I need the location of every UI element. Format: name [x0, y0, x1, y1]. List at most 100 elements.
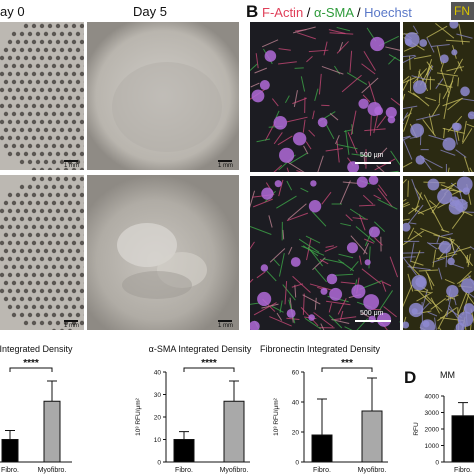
nucleus-cluster: [453, 122, 462, 132]
pattern-dot: [11, 127, 17, 133]
fiber: [369, 115, 372, 136]
pattern-dot: [67, 31, 73, 37]
pattern-dot: [35, 232, 41, 238]
y-tick-label: 40: [292, 400, 300, 407]
pattern-dot: [43, 280, 49, 286]
fiber: [403, 201, 409, 206]
fiber: [431, 209, 444, 232]
fiber: [276, 195, 297, 209]
fiber: [440, 149, 456, 156]
bar: [451, 415, 474, 463]
pattern-dot: [71, 272, 77, 278]
nucleus-cluster: [403, 222, 411, 232]
y-tick-label: 1000: [425, 443, 440, 450]
bar-chart-0: Integrated Density Fibro. Myofibro. ****: [0, 344, 73, 474]
fiber: [416, 288, 432, 305]
fiber: [457, 290, 468, 315]
fiber: [302, 119, 306, 133]
nucleus-cluster: [329, 287, 343, 301]
pattern-dot: [71, 176, 77, 182]
legend-factin: F-Actin: [262, 5, 304, 20]
fiber: [252, 198, 273, 208]
pattern-dot: [11, 63, 17, 69]
pattern-dot: [51, 79, 57, 85]
fiber: [302, 294, 321, 305]
fiber: [277, 135, 293, 146]
fiber: [336, 143, 358, 150]
pattern-dot: [52, 328, 56, 330]
pattern-dot: [51, 143, 57, 149]
fiber: [294, 284, 297, 298]
pattern-dot: [47, 208, 53, 214]
pattern-dot: [51, 248, 57, 254]
fiber: [390, 150, 400, 166]
fiber: [279, 300, 283, 313]
pattern-dot: [75, 216, 81, 222]
fiber: [286, 212, 309, 222]
pattern-dot: [43, 143, 49, 149]
fiber: [364, 238, 374, 244]
fiber: [374, 158, 396, 171]
pattern-dot: [47, 240, 53, 246]
fiber: [373, 221, 386, 232]
fiber: [469, 167, 473, 172]
day5-label: Day 5: [133, 4, 167, 19]
pattern-dot: [51, 95, 57, 101]
fiber: [409, 55, 411, 70]
pattern-dot: [43, 296, 49, 302]
pattern-dot: [11, 200, 17, 206]
fiber: [469, 324, 472, 330]
pattern-dot: [11, 248, 17, 254]
nucleus-cluster: [264, 50, 277, 62]
pattern-dot: [47, 87, 53, 93]
fiber: [445, 294, 459, 301]
pattern-dot: [51, 111, 57, 117]
pattern-dot: [31, 23, 37, 29]
pattern-dot: [75, 280, 81, 286]
pattern-dot: [31, 167, 37, 170]
pattern-dot: [71, 224, 77, 230]
pattern-dot: [59, 95, 65, 101]
fiber: [361, 268, 382, 285]
fiber: [377, 187, 393, 208]
pattern-dot: [0, 119, 5, 125]
bar: [43, 400, 61, 463]
scale-bar-label: 1 mm: [64, 163, 79, 169]
pattern-dot: [63, 71, 69, 77]
pattern-dot: [23, 224, 29, 230]
y-tick-label: 30: [154, 392, 162, 399]
fiber: [275, 110, 280, 119]
scale-bar-label: 1 mm: [218, 163, 233, 169]
fiber: [271, 98, 279, 107]
pattern-dot: [75, 200, 81, 206]
pattern-dot: [59, 111, 65, 117]
pattern-dot: [55, 103, 61, 109]
fiber: [329, 112, 339, 121]
pattern-dot: [19, 216, 25, 222]
fiber: [355, 226, 376, 243]
y-tick-label: 60: [292, 370, 300, 377]
pattern-dot: [11, 31, 17, 37]
fiber: [256, 138, 271, 143]
pattern-dot: [15, 224, 21, 230]
fiber: [302, 293, 305, 315]
fiber: [412, 68, 428, 84]
pattern-dot: [43, 127, 49, 133]
fiber: [329, 32, 354, 35]
pattern-dot: [55, 208, 61, 214]
bar: [223, 400, 245, 463]
fiber: [311, 211, 327, 227]
fiber: [373, 194, 382, 200]
pattern-dot: [55, 192, 61, 198]
fiber: [255, 53, 259, 69]
fiber: [297, 32, 316, 40]
pattern-dot: [43, 184, 49, 190]
fiber: [453, 297, 457, 306]
fiber: [345, 214, 353, 222]
fiber: [381, 280, 387, 292]
fiber: [447, 167, 450, 172]
fiber: [339, 41, 344, 52]
bar: [361, 410, 383, 463]
nucleus-cluster: [403, 321, 410, 329]
pattern-dot: [11, 264, 17, 270]
